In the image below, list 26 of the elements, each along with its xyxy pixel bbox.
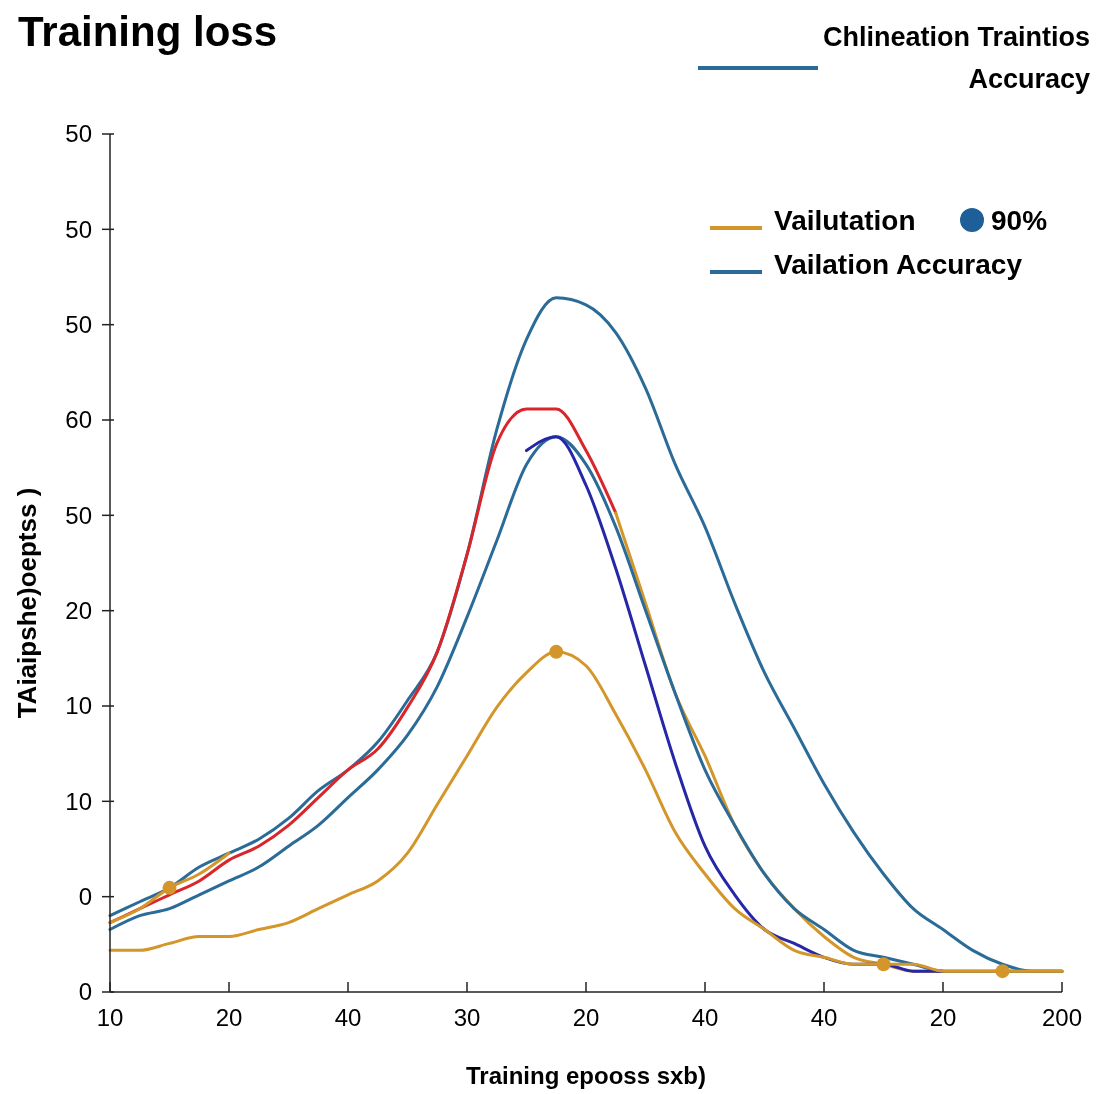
text: 50 — [65, 215, 92, 243]
text: 20 — [65, 597, 92, 625]
text: 50 — [65, 120, 92, 148]
legend-label: Vailutation — [774, 205, 916, 236]
legend-label: Chlineation Traintios Accuracy — [822, 22, 1090, 94]
x-tick-label: 20 — [572, 1004, 600, 1031]
x-tick-label: 40 — [810, 1004, 838, 1031]
x-tick-label: 40 — [691, 1004, 719, 1031]
text: 10 — [65, 787, 92, 815]
y-axis-title: TAiaipshe)oeptss ) — [12, 487, 42, 719]
x-tick-label: 10 — [96, 1004, 124, 1031]
text: 60 — [65, 406, 92, 434]
text: 50 — [65, 311, 92, 339]
x-tick-label: 20 — [215, 1004, 243, 1031]
x-tick-label: 40 — [334, 1004, 362, 1031]
x-axis-title: Training epooss sxb) — [465, 1062, 707, 1089]
x-tick-label: 30 — [453, 1004, 481, 1031]
x-tick-label: 20 — [929, 1004, 957, 1031]
chart-title: Training loss — [18, 8, 278, 55]
text: 10 — [65, 692, 92, 720]
text: 90% — [991, 205, 1048, 236]
legend-label: Vailation Accuracy — [774, 249, 1023, 280]
text: 50 — [65, 501, 92, 529]
text: 0 — [78, 978, 92, 1006]
text: 0 — [78, 883, 92, 911]
x-tick-label: 200 — [1041, 1004, 1083, 1031]
